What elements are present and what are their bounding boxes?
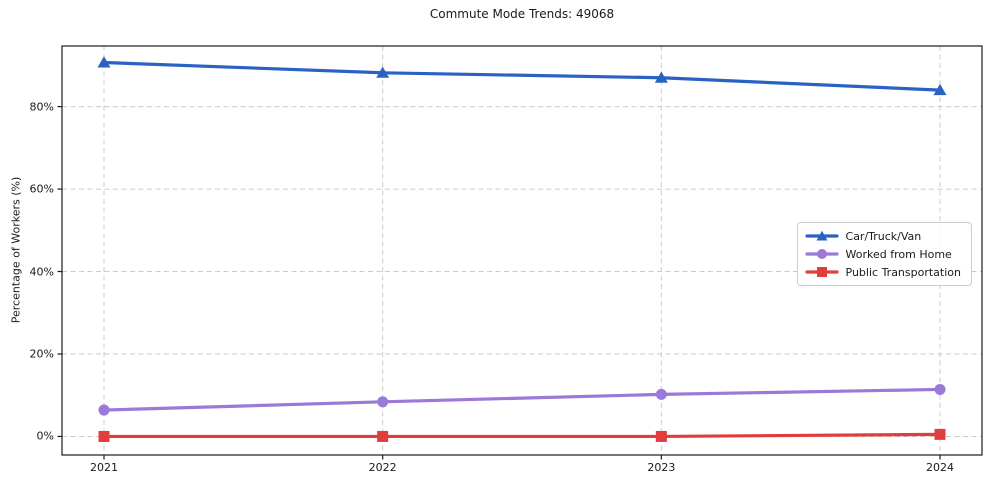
y-tick-label: 0% (36, 429, 54, 443)
square-marker-public-transportation (934, 428, 946, 440)
legend-item-public-transportation: Public Transportation (804, 265, 961, 279)
triangle-marker-car-truck-van (654, 71, 668, 83)
square-marker-public-transportation (98, 430, 110, 442)
y-tick-label: 40% (29, 265, 54, 279)
x-tick-label: 2023 (647, 461, 676, 474)
x-tick-label: 2024 (926, 461, 954, 474)
legend-item-worked-from-home: Worked from Home (804, 247, 961, 261)
legend-label: Car/Truck/Van (845, 229, 922, 243)
triangle-marker-car-truck-van (933, 83, 947, 96)
chart-canvas (57, 45, 983, 460)
plot-frame (61, 45, 983, 456)
square-legend-marker-icon (804, 267, 839, 277)
triangle-marker-car-truck-van (97, 56, 111, 68)
series-line-car-truck-van (102, 60, 942, 92)
circle-marker-worked-from-home (934, 383, 946, 395)
y-tick-label: 80% (29, 100, 54, 114)
y-tick-label: 60% (29, 182, 54, 196)
x-tick-label: 2021 (90, 461, 118, 474)
chart-title: Commute Mode Trends: 49068 (429, 7, 615, 21)
y-axis-label: Percentage of Workers (%) (9, 176, 23, 324)
circle-marker-worked-from-home (377, 396, 389, 408)
triangle-legend-marker-icon (804, 230, 839, 241)
legend-label: Worked from Home (845, 247, 952, 261)
series-line-worked-from-home (102, 387, 942, 412)
triangle-marker-car-truck-van (376, 66, 390, 78)
series-line-public-transportation (102, 432, 942, 439)
y-tick-label: 20% (29, 347, 54, 361)
x-tick-label: 2022 (368, 461, 397, 474)
circle-marker-worked-from-home (98, 404, 110, 416)
legend-item-car-truck-van: Car/Truck/Van (804, 229, 961, 243)
circle-marker-worked-from-home (655, 388, 667, 400)
square-marker-public-transportation (655, 430, 667, 442)
legend-label: Public Transportation (845, 265, 961, 279)
legend: Car/Truck/Van Worked from Home Public Tran… (796, 222, 972, 286)
plot-area: Car/Truck/Van Worked from Home Public Tran… (30, 45, 983, 473)
square-marker-public-transportation (377, 430, 389, 442)
circle-legend-marker-icon (804, 249, 839, 259)
